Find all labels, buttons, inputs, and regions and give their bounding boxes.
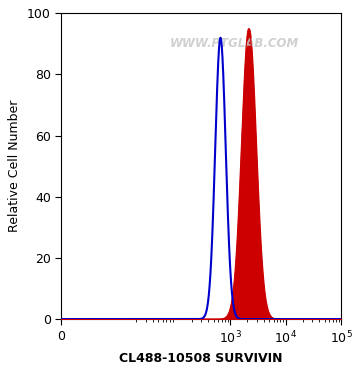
Text: WWW.PTGLAB.COM: WWW.PTGLAB.COM [170,37,299,50]
X-axis label: CL488-10508 SURVIVIN: CL488-10508 SURVIVIN [119,352,283,365]
Y-axis label: Relative Cell Number: Relative Cell Number [8,100,21,232]
